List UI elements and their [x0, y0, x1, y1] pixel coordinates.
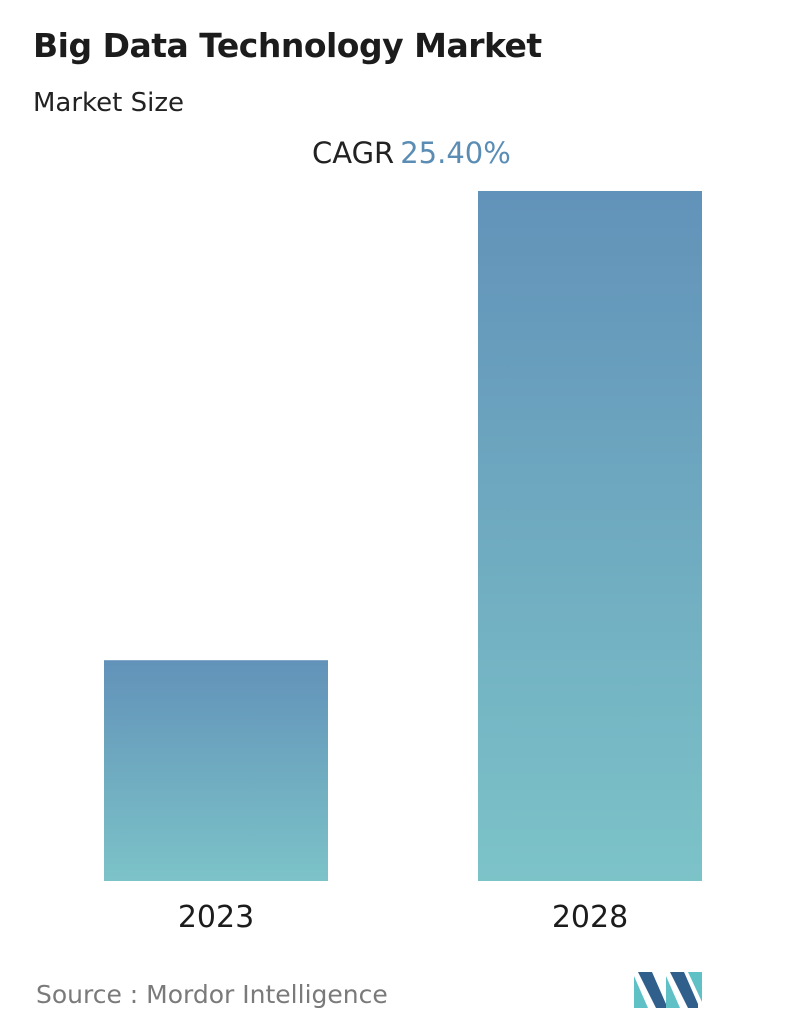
x-tick-label-2028: 2028	[552, 900, 628, 935]
bar-chart: 2023 2028	[104, 191, 702, 935]
x-tick-label-2023: 2023	[178, 900, 254, 935]
cagr-annotation: CAGR 25.40%	[312, 136, 511, 170]
bar-2028	[478, 191, 702, 881]
cagr-value: 25.40%	[400, 136, 511, 170]
cagr-label: CAGR	[312, 136, 395, 170]
chart-title: Big Data Technology Market	[33, 26, 542, 65]
chart-subtitle: Market Size	[33, 88, 185, 118]
bar-2023	[104, 660, 328, 881]
source-text: Source : Mordor Intelligence	[36, 980, 388, 1009]
mordor-intelligence-logo-icon	[634, 972, 702, 1008]
